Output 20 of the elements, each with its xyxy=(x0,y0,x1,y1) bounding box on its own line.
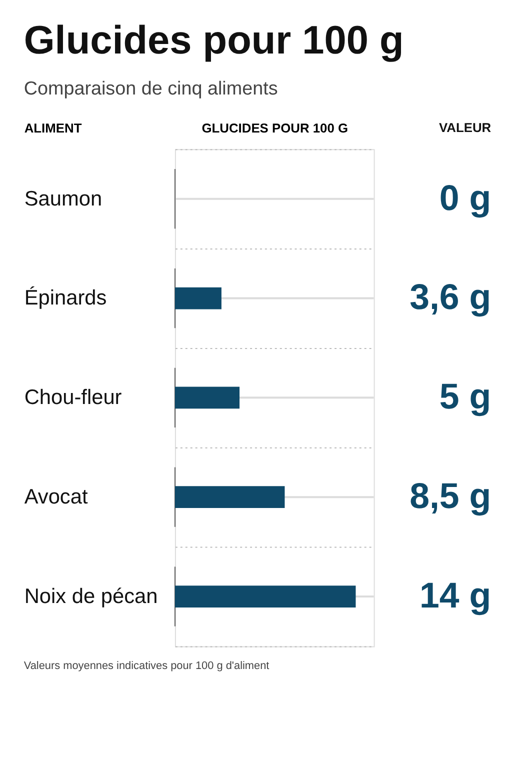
y-tick-label: Noix de pécan xyxy=(24,584,158,608)
bar xyxy=(174,486,285,508)
bar xyxy=(174,386,240,409)
y-tick-label: Avocat xyxy=(24,486,88,509)
y-axis-title: ALIMENT xyxy=(24,120,82,136)
bar xyxy=(174,287,222,310)
data-label: 8,5 g xyxy=(410,476,492,516)
data-label: 5 g xyxy=(439,376,492,417)
data-label: 14 g xyxy=(420,575,492,616)
y-tick-label: Épinards xyxy=(24,286,107,310)
chart-subtitle: Comparaison de cinq aliments xyxy=(24,78,278,100)
data-label: 3,6 g xyxy=(410,277,492,318)
chart-title: Glucides pour 100 g xyxy=(24,18,404,63)
text: Valeurs moyennes indicatives pour 100 g d'aliment xyxy=(24,660,270,672)
text: VALEUR xyxy=(439,120,492,136)
y-tick-label: Chou-fleur xyxy=(24,386,122,410)
y-tick-label: Saumon xyxy=(24,187,102,210)
data-label: 0 g xyxy=(439,178,492,218)
bar xyxy=(174,586,356,608)
x-axis-title: GLUCIDES POUR 100 G xyxy=(202,120,348,136)
